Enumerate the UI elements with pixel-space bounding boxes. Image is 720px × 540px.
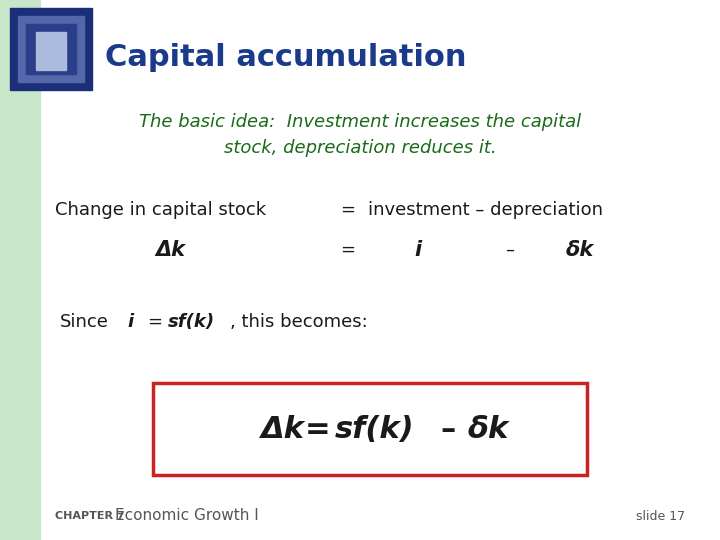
Bar	[0, 0, 40, 540]
Bar	[18, 16, 84, 82]
Text: –: –	[440, 415, 455, 443]
Text: sf(k): sf(k)	[168, 313, 215, 331]
Text: =: =	[341, 201, 356, 219]
FancyBboxPatch shape	[153, 383, 587, 475]
Text: =: =	[147, 313, 162, 331]
Bar	[26, 24, 76, 74]
Text: Capital accumulation: Capital accumulation	[105, 44, 467, 72]
Text: Since: Since	[60, 313, 109, 331]
Text: sf(k): sf(k)	[335, 415, 415, 443]
Text: =: =	[341, 241, 356, 259]
Text: CHAPTER 7: CHAPTER 7	[55, 511, 125, 521]
Text: i: i	[127, 313, 133, 331]
Text: investment – depreciation: investment – depreciation	[368, 201, 603, 219]
Text: slide 17: slide 17	[636, 510, 685, 523]
Text: Economic Growth I: Economic Growth I	[115, 509, 258, 523]
Text: =: =	[305, 415, 330, 443]
Text: , this becomes:: , this becomes:	[230, 313, 368, 331]
Text: Δk: Δk	[155, 240, 185, 260]
Text: Δk: Δk	[260, 415, 304, 443]
Text: The basic idea:  Investment increases the capital: The basic idea: Investment increases the…	[139, 113, 581, 131]
Bar	[36, 32, 66, 70]
Text: –: –	[505, 241, 515, 259]
Bar	[10, 8, 92, 90]
Text: i: i	[415, 240, 422, 260]
Text: δk: δk	[468, 415, 509, 443]
Text: Change in capital stock: Change in capital stock	[55, 201, 266, 219]
Text: δk: δk	[566, 240, 594, 260]
Text: stock, depreciation reduces it.: stock, depreciation reduces it.	[224, 139, 496, 157]
